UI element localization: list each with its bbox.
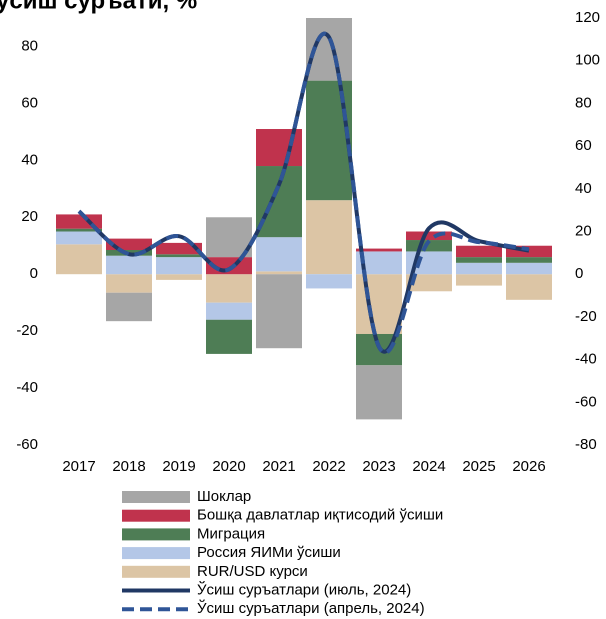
bar-segment (306, 200, 352, 275)
legend-swatch (122, 528, 190, 541)
y2-tick-label: 60 (575, 137, 592, 154)
legend-swatch (122, 547, 190, 560)
bar-segment (206, 274, 252, 303)
y2-tick-label: -20 (575, 308, 597, 325)
bar-segment (456, 274, 502, 286)
y-tick-label: -20 (16, 322, 38, 339)
bar-segment (456, 245, 502, 258)
x-tick-label: 2018 (112, 458, 145, 475)
x-tick-label: 2026 (512, 458, 545, 475)
bar-segment (156, 257, 202, 275)
x-tick-label: 2021 (262, 458, 295, 475)
bar-segment (106, 238, 152, 251)
bar-segment (406, 240, 452, 252)
bar-segment (156, 254, 202, 258)
y-tick-label: 0 (30, 265, 38, 282)
x-tick-label: 2019 (162, 458, 195, 475)
bar-segment (256, 237, 302, 272)
y2-tick-label: 100 (575, 52, 600, 69)
y-tick-label: 60 (21, 94, 38, 111)
y-tick-label: -40 (16, 379, 38, 396)
bar-segment (206, 302, 252, 320)
bar-segment (356, 248, 402, 252)
bar-segment (56, 244, 102, 275)
legend-label: Бошқа давлатлар иқтисодий ўсиши (197, 507, 443, 524)
y-tick-label: 20 (21, 208, 38, 225)
bar-segment (506, 274, 552, 300)
legend-swatch (122, 509, 190, 522)
bar-segment (206, 319, 252, 354)
bar-segment (106, 255, 152, 275)
y2-tick-label: 20 (575, 222, 592, 239)
legend-label: Миграция (197, 525, 265, 542)
legend-label: Россия ЯИМи ўсиши (197, 544, 341, 561)
bar-segment (256, 166, 302, 238)
x-tick-label: 2022 (312, 458, 345, 475)
y-tick-label: 40 (21, 151, 38, 168)
legend-swatch (122, 565, 190, 578)
bar-segment (106, 274, 152, 293)
y2-tick-label: 40 (575, 180, 592, 197)
x-tick-label: 2020 (212, 458, 245, 475)
y2-tick-label: 120 (575, 9, 600, 26)
chart-title: ўсиш суръати, % (0, 0, 197, 14)
bar-segment (456, 262, 502, 275)
bar-segment (156, 242, 202, 255)
bar-segment (506, 257, 552, 263)
legend-label: RUR/USD курси (197, 563, 308, 580)
x-tick-label: 2024 (412, 458, 445, 475)
x-tick-label: 2017 (62, 458, 95, 475)
bar-segment (156, 274, 202, 280)
bar-segment (356, 251, 402, 275)
bar-segment (306, 80, 352, 201)
bar-segment (456, 257, 502, 263)
y2-tick-label: -80 (575, 436, 597, 453)
bar-segment (256, 274, 302, 349)
y2-tick-label: 0 (575, 265, 583, 282)
legend-swatch (122, 491, 190, 503)
line (77, 31, 530, 355)
bar-segment (356, 365, 402, 420)
legend-label: Ўсиш суръатлари (июль, 2024) (197, 580, 411, 598)
y-tick-label: -60 (16, 436, 38, 453)
x-tick-label: 2023 (362, 458, 395, 475)
bar-segment (106, 292, 152, 322)
bar-segment (356, 274, 402, 334)
y-tick-label: 80 (21, 37, 38, 54)
bar-segment (506, 262, 552, 275)
y2-tick-label: -40 (575, 351, 597, 368)
y2-tick-label: 80 (575, 94, 592, 111)
legend-label: Шоклар (197, 488, 251, 505)
bar-segment (306, 274, 352, 289)
bar-segment (56, 228, 102, 232)
bar-segment (256, 271, 302, 275)
y2-tick-label: -60 (575, 393, 597, 410)
legend-label: Ўсиш суръатлари (апрель, 2024) (197, 599, 425, 617)
x-tick-label: 2025 (462, 458, 495, 475)
bar-segment (406, 274, 452, 292)
bar-segment (406, 231, 452, 241)
bar-segment (56, 231, 102, 245)
bar-segment (506, 245, 552, 258)
